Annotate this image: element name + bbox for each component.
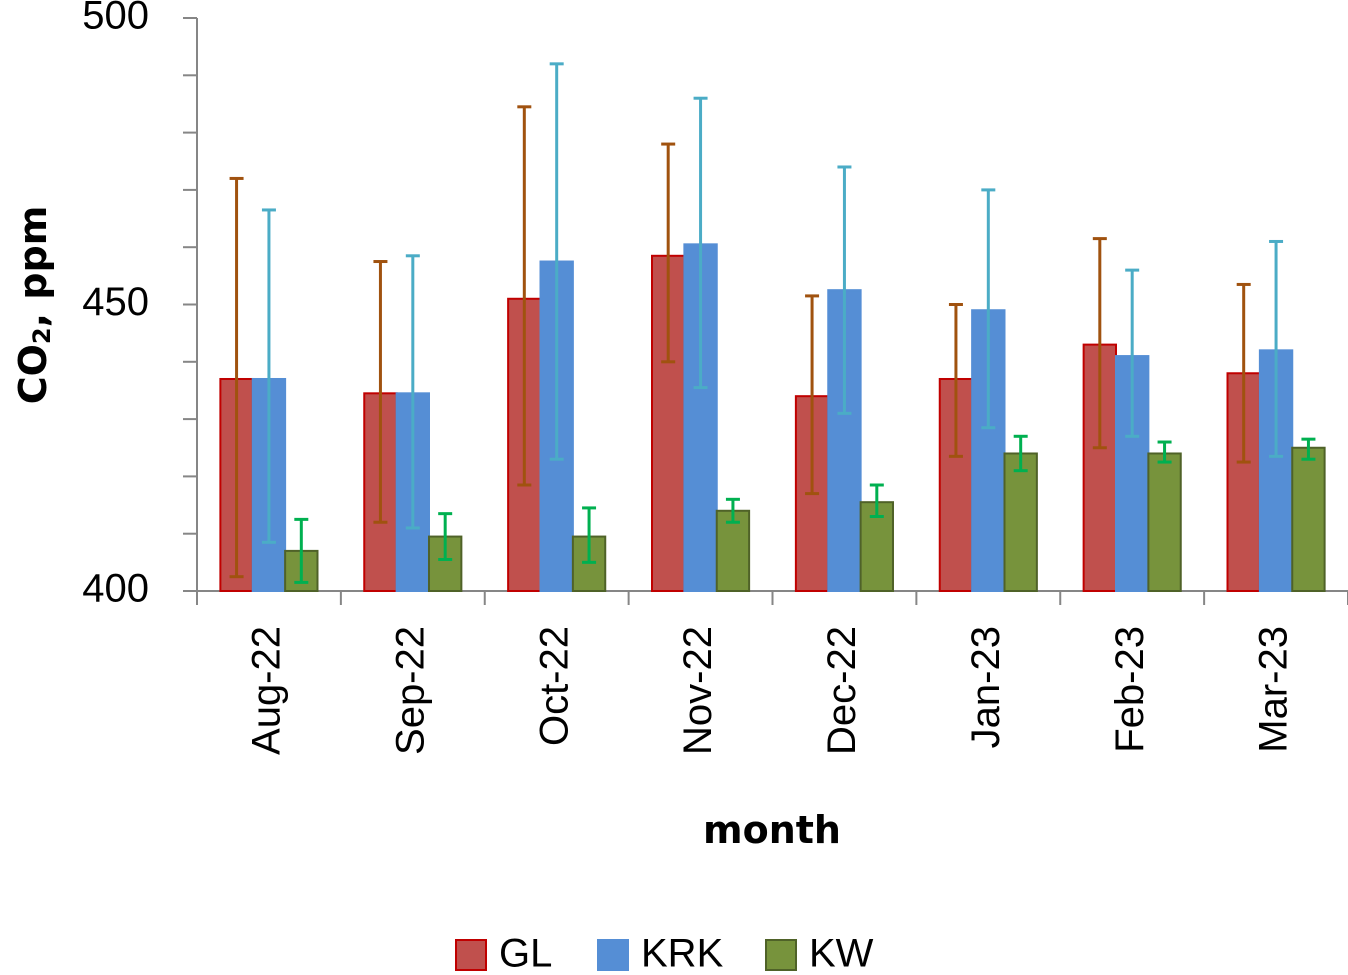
error-bar-gl-dec-22	[805, 294, 820, 496]
error-bar-gl-feb-23	[1092, 237, 1107, 450]
legend-swatch	[597, 939, 629, 971]
x-tick-label: Dec-22	[820, 626, 864, 755]
error-bar-krk-dec-22	[837, 165, 852, 415]
legend-item-gl: GL	[455, 932, 552, 975]
y-tick-label: 450	[82, 280, 149, 324]
error-bar-kw-dec-22	[869, 483, 884, 519]
error-bars	[229, 62, 1316, 584]
x-tick-label: Mar-23	[1252, 626, 1296, 753]
legend: GL KRK KW	[455, 932, 874, 975]
y-axis: 400 450 500	[82, 0, 198, 611]
x-tick-label: Aug-22	[245, 626, 289, 755]
legend-item-kw: KW	[765, 932, 874, 975]
bar-kw-nov-22	[715, 509, 751, 592]
error-bar-kw-mar-23	[1301, 437, 1316, 461]
error-bar-krk-mar-23	[1269, 239, 1284, 458]
error-bar-krk-nov-22	[693, 96, 708, 390]
legend-swatch	[765, 939, 797, 971]
y-tick-label: 400	[82, 567, 149, 611]
x-tick-labels: Aug-22 Sep-22 Oct-22 Nov-22 Dec-22 Jan-23 Feb-…	[245, 626, 1296, 755]
error-bar-kw-aug-22	[294, 517, 309, 584]
error-bar-krk-sep-22	[405, 254, 420, 530]
x-axis	[196, 590, 1348, 605]
x-axis-title: month	[703, 808, 841, 852]
error-bar-gl-mar-23	[1236, 282, 1251, 464]
legend-swatch	[455, 939, 487, 971]
bar-kw-feb-23	[1147, 452, 1182, 593]
legend-label: KW	[809, 932, 874, 975]
x-tick-label: Sep-22	[388, 626, 432, 755]
error-bar-krk-oct-22	[549, 62, 564, 461]
error-bar-kw-oct-22	[582, 506, 597, 564]
x-tick-label: Nov-22	[676, 626, 720, 755]
error-bar-gl-jan-23	[948, 303, 963, 458]
x-tick-label: Feb-23	[1108, 626, 1152, 753]
bars	[219, 243, 1326, 593]
y-axis-title: CO2, ppm	[11, 206, 57, 405]
error-bar-gl-oct-22	[517, 105, 532, 487]
x-tick-label: Oct-22	[532, 626, 576, 746]
error-bar-krk-jan-23	[981, 188, 996, 430]
error-bar-gl-nov-22	[661, 142, 676, 364]
error-bar-kw-feb-23	[1157, 440, 1172, 464]
error-bar-kw-jan-23	[1013, 434, 1028, 473]
bar-kw-jan-23	[1003, 452, 1038, 593]
error-bar-kw-sep-22	[438, 512, 453, 561]
legend-label: KRK	[641, 932, 724, 975]
error-bar-gl-sep-22	[373, 260, 388, 524]
y-tick-label: 500	[82, 0, 149, 38]
legend-label: GL	[499, 932, 552, 975]
x-tick-label: Jan-23	[964, 626, 1008, 748]
error-bar-kw-nov-22	[725, 497, 740, 524]
legend-item-krk: KRK	[597, 932, 724, 975]
bar-kw-mar-23	[1291, 446, 1326, 592]
error-bar-gl-aug-22	[229, 176, 244, 579]
error-bar-krk-feb-23	[1125, 268, 1140, 438]
error-bar-krk-aug-22	[261, 208, 276, 544]
